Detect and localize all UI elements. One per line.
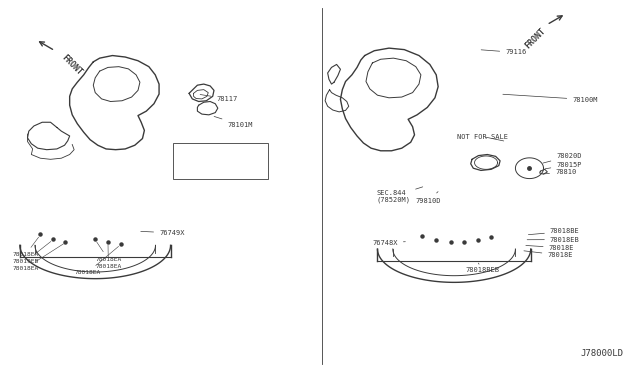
- Text: 78018E: 78018E: [526, 245, 574, 251]
- Bar: [173, 143, 268, 179]
- Text: 78018EB: 78018EB: [527, 237, 580, 243]
- Text: 78018EA: 78018EA: [74, 246, 118, 275]
- Text: 78018E: 78018E: [524, 251, 573, 258]
- Text: 78018EA: 78018EA: [95, 245, 122, 269]
- Text: 78018BE: 78018BE: [529, 228, 580, 235]
- Text: J78000LD: J78000LD: [580, 349, 623, 358]
- Text: 78015P: 78015P: [545, 162, 582, 169]
- Text: 78018EA: 78018EA: [12, 244, 63, 271]
- Text: FRONT: FRONT: [523, 27, 547, 51]
- Text: 79116: 79116: [481, 49, 527, 55]
- Text: 78018EA: 78018EA: [95, 242, 122, 262]
- Text: 78018EA: 78018EA: [12, 237, 38, 257]
- Text: 78101M: 78101M: [214, 116, 253, 128]
- Text: 78100M: 78100M: [503, 94, 598, 103]
- Text: 78020D: 78020D: [543, 153, 582, 163]
- Text: FRONT: FRONT: [60, 53, 83, 77]
- Text: SEC.844
(78520M): SEC.844 (78520M): [376, 187, 423, 203]
- Text: 78117: 78117: [200, 94, 238, 102]
- Text: 78019EB: 78019EB: [12, 241, 51, 264]
- Text: 78018BEB: 78018BEB: [466, 263, 500, 273]
- Text: NOT FOR SALE: NOT FOR SALE: [458, 134, 508, 141]
- Text: 78810: 78810: [543, 169, 576, 175]
- Text: 76749X: 76749X: [141, 230, 184, 236]
- Text: 76748X: 76748X: [372, 240, 405, 246]
- Text: 79810D: 79810D: [416, 192, 442, 204]
